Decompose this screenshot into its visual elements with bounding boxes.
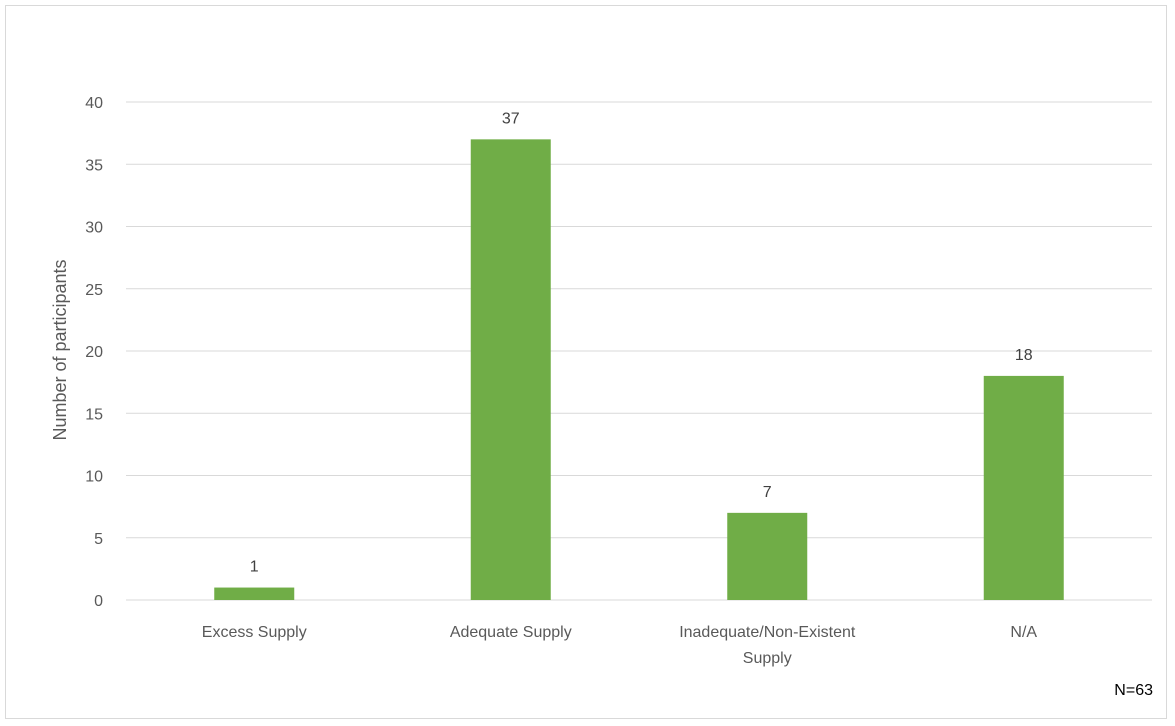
bar [727, 512, 808, 600]
bar [214, 587, 295, 600]
x-tick-label: N/A [1010, 624, 1037, 641]
x-tick-label: Adequate Supply [450, 624, 572, 641]
bars [214, 139, 1064, 600]
y-tick-label: 35 [85, 157, 103, 174]
y-tick-label: 40 [85, 95, 103, 112]
gridlines [126, 101, 1152, 601]
y-tick-label: 5 [94, 531, 103, 548]
y-tick-label: 15 [85, 406, 103, 423]
y-tick-label: 0 [94, 593, 103, 610]
data-labels: 1 37 7 18 [250, 110, 1033, 575]
bar [983, 375, 1064, 600]
y-tick-label: 10 [85, 469, 103, 486]
data-label: 37 [502, 110, 520, 127]
x-axis-ticks: Excess Supply Adequate Supply Inadequate/N… [202, 624, 1038, 667]
y-axis-ticks: 0 5 10 15 20 25 30 35 40 [85, 95, 103, 610]
data-label: 18 [1015, 347, 1033, 364]
x-tick-label: Inadequate/Non-Existent Supply [679, 624, 856, 667]
data-label: 1 [250, 559, 259, 576]
y-tick-label: 25 [85, 282, 103, 299]
y-axis-title: Number of participants [50, 259, 70, 440]
sample-size-note: N=63 [1114, 682, 1153, 699]
y-tick-label: 30 [85, 220, 103, 237]
x-tick-label: Excess Supply [202, 624, 307, 641]
y-tick-label: 20 [85, 344, 103, 361]
bar [470, 139, 551, 600]
data-label: 7 [763, 484, 772, 501]
